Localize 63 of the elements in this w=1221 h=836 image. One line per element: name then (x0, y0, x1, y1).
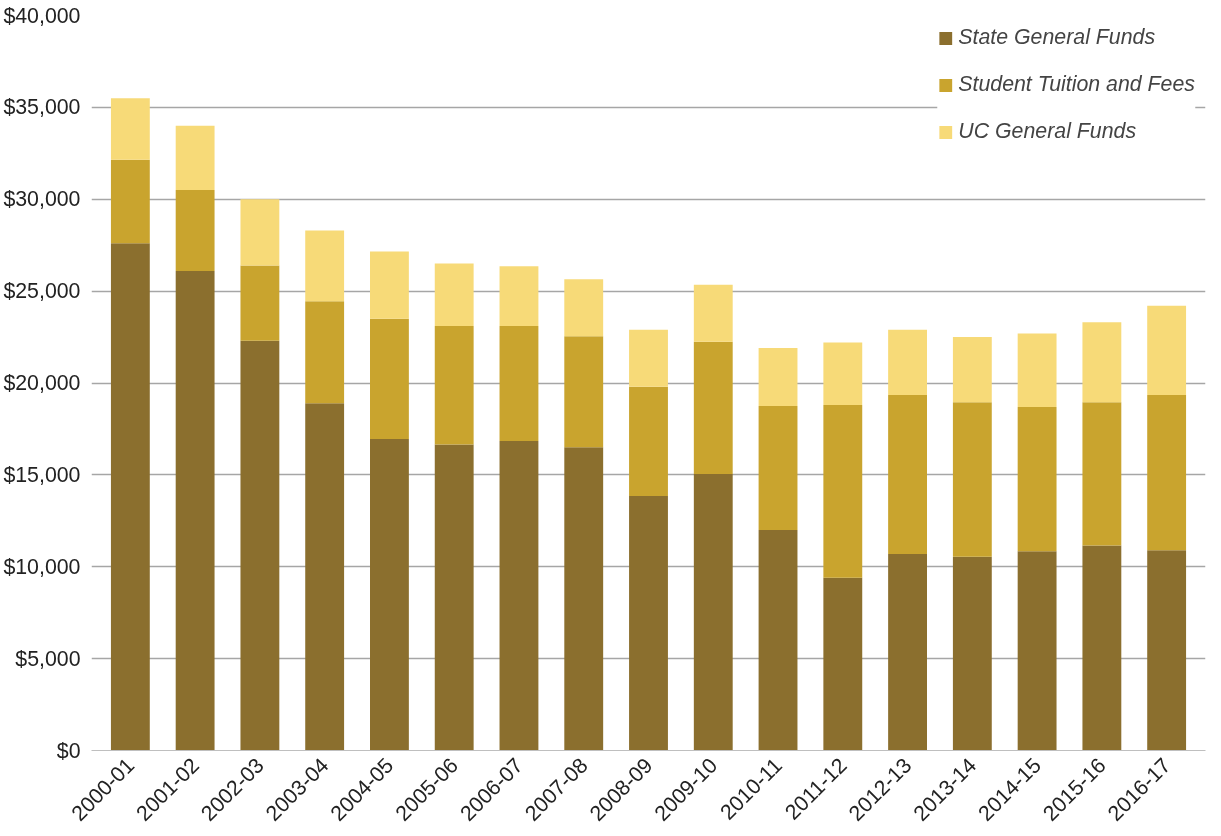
bar (952, 556, 992, 751)
bar (110, 98, 150, 160)
bar (1082, 402, 1122, 546)
y-tick-label: $40,000 (3, 3, 81, 28)
bar (758, 348, 798, 406)
bar (629, 329, 668, 387)
y-tick-label: $5,000 (15, 646, 81, 671)
y-tick-label: $35,000 (3, 95, 81, 120)
y-tick-label: $20,000 (3, 371, 81, 395)
bar (1017, 406, 1057, 552)
bar (175, 190, 215, 271)
bar (758, 405, 798, 530)
bar (823, 405, 863, 578)
bar (629, 496, 668, 751)
bar (693, 284, 733, 342)
bar (110, 159, 150, 244)
bar (629, 386, 668, 497)
bar (888, 553, 927, 751)
legend-label: State General Funds (958, 25, 1156, 50)
bar (888, 329, 927, 395)
y-tick-label: $30,000 (3, 187, 81, 212)
bar (240, 265, 280, 341)
bar (693, 473, 733, 751)
bar (434, 444, 474, 751)
bar (564, 336, 604, 448)
bar (564, 447, 604, 751)
bar (240, 340, 280, 751)
bar (434, 326, 474, 445)
bar (1147, 394, 1187, 551)
y-tick-label: $0 (56, 738, 81, 763)
bar (1147, 550, 1187, 751)
legend-label: Student Tuition and Fees (958, 72, 1195, 97)
bar (499, 266, 539, 327)
bar (305, 403, 345, 751)
bar (1147, 305, 1187, 395)
bar (305, 301, 345, 404)
bar (305, 230, 345, 302)
y-tick-label: $25,000 (3, 279, 81, 304)
bar (693, 341, 733, 474)
bar (1017, 551, 1057, 751)
y-tick-label: $10,000 (3, 554, 81, 579)
bar (370, 439, 409, 751)
bar (823, 342, 863, 406)
bar (1082, 545, 1122, 751)
bar (499, 440, 539, 751)
bar (823, 577, 863, 751)
bar (758, 530, 798, 751)
bar (952, 402, 992, 557)
bar (175, 125, 215, 191)
bar (240, 199, 280, 266)
bar (888, 394, 927, 554)
bar (1082, 322, 1122, 403)
bar (434, 263, 474, 327)
bar (1017, 333, 1057, 407)
legend-label: UC General Funds (958, 119, 1137, 144)
bar (499, 326, 539, 441)
bar (564, 279, 604, 337)
bar (110, 243, 150, 751)
bar (952, 337, 992, 403)
bar (370, 318, 409, 440)
y-tick-label: $15,000 (3, 462, 81, 487)
bar (175, 270, 215, 751)
bar (370, 251, 409, 319)
